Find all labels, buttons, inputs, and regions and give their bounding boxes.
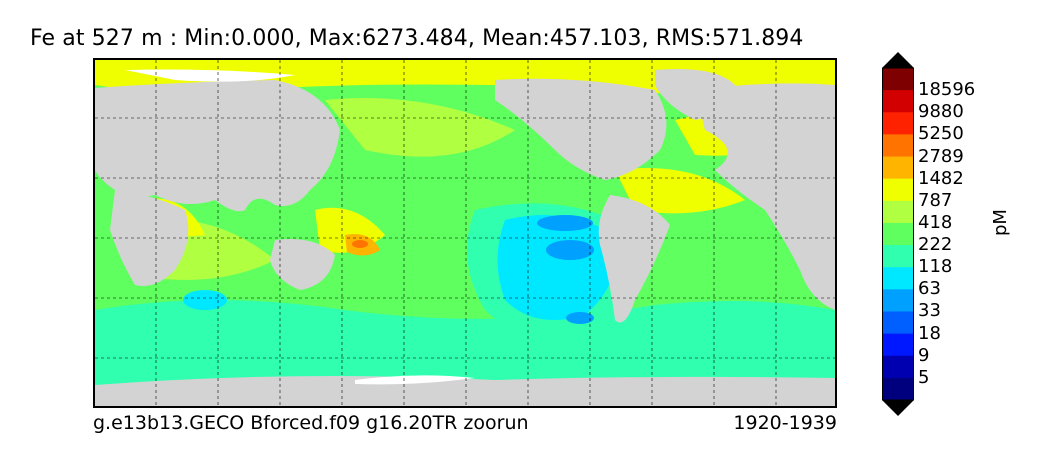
colorbar-tick-label: 222 bbox=[918, 234, 953, 256]
colorbar-tick-label: 118 bbox=[918, 256, 953, 278]
colorbar-tick-label: 18596 bbox=[918, 79, 976, 101]
colorbar-segment bbox=[882, 112, 914, 135]
south-america-land bbox=[598, 195, 670, 323]
map-title: Fe at 527 m : Min:0.000, Max:6273.484, M… bbox=[30, 26, 804, 51]
colorbar-segment bbox=[882, 156, 914, 180]
colorbar-segment bbox=[882, 178, 914, 202]
coral-sea-max bbox=[352, 240, 368, 248]
colorbar-segment bbox=[882, 200, 914, 224]
colorbar-segment bbox=[882, 333, 914, 357]
colorbar-border bbox=[882, 67, 914, 401]
colorbar-segment bbox=[882, 222, 914, 246]
colorbar-segment bbox=[882, 68, 914, 91]
colorbar-segment bbox=[882, 245, 914, 268]
south-pacific-min bbox=[566, 312, 594, 324]
colorbar-tick-label: 9 bbox=[918, 344, 930, 366]
period-caption: 1920-1939 bbox=[733, 412, 837, 434]
colorbar-tick-label: 2789 bbox=[918, 145, 964, 167]
colorbar-tick-label: 33 bbox=[918, 300, 941, 322]
colorbar-tick-label: 18 bbox=[918, 322, 941, 344]
antarctic-ice bbox=[355, 375, 475, 385]
colorbar bbox=[882, 52, 914, 416]
colorbar-segment bbox=[882, 134, 914, 158]
colorbar-tick-label: 1482 bbox=[918, 167, 964, 189]
colorbar-units: pM bbox=[990, 209, 1011, 236]
indian-min bbox=[183, 290, 227, 310]
equatorial-atlantic-high bbox=[615, 168, 745, 214]
colorbar-segment bbox=[882, 90, 914, 113]
colorbar-segment bbox=[882, 355, 914, 379]
antarctica-land bbox=[95, 376, 835, 406]
arctic-ice bbox=[125, 69, 295, 82]
europe-africa-east bbox=[695, 83, 835, 310]
run-caption: g.e13b13.GECO Bforced.f09 g16.20TR zooru… bbox=[93, 412, 529, 434]
south-pacific-core bbox=[497, 215, 617, 320]
colorbar-segment bbox=[882, 267, 914, 290]
colorbar-tick-label: 5 bbox=[918, 366, 930, 388]
colorbar-bottom-extension bbox=[882, 400, 914, 416]
colorbar-tick-label: 63 bbox=[918, 278, 941, 300]
colorbar-top-extension bbox=[882, 52, 914, 68]
gridlines bbox=[95, 60, 835, 406]
pacific-min-1 bbox=[537, 215, 593, 231]
map-canvas bbox=[95, 60, 835, 406]
greenland-land bbox=[655, 69, 735, 120]
colorbar-tick-label: 418 bbox=[918, 211, 953, 233]
north-pacific-band bbox=[325, 98, 515, 157]
colorbar-tick-label: 9880 bbox=[918, 101, 964, 123]
pacific-min-2 bbox=[546, 240, 594, 260]
colorbar-tick-label: 5250 bbox=[918, 123, 964, 145]
colorbar-segment bbox=[882, 289, 914, 312]
colorbar-segment bbox=[882, 377, 914, 401]
north-america-land bbox=[495, 78, 667, 180]
eurasia-land bbox=[95, 80, 340, 212]
colorbar-tick-label: 787 bbox=[918, 189, 953, 211]
colorbar-segment bbox=[882, 311, 914, 335]
ocean-map bbox=[93, 58, 837, 408]
australia-land bbox=[270, 239, 335, 290]
